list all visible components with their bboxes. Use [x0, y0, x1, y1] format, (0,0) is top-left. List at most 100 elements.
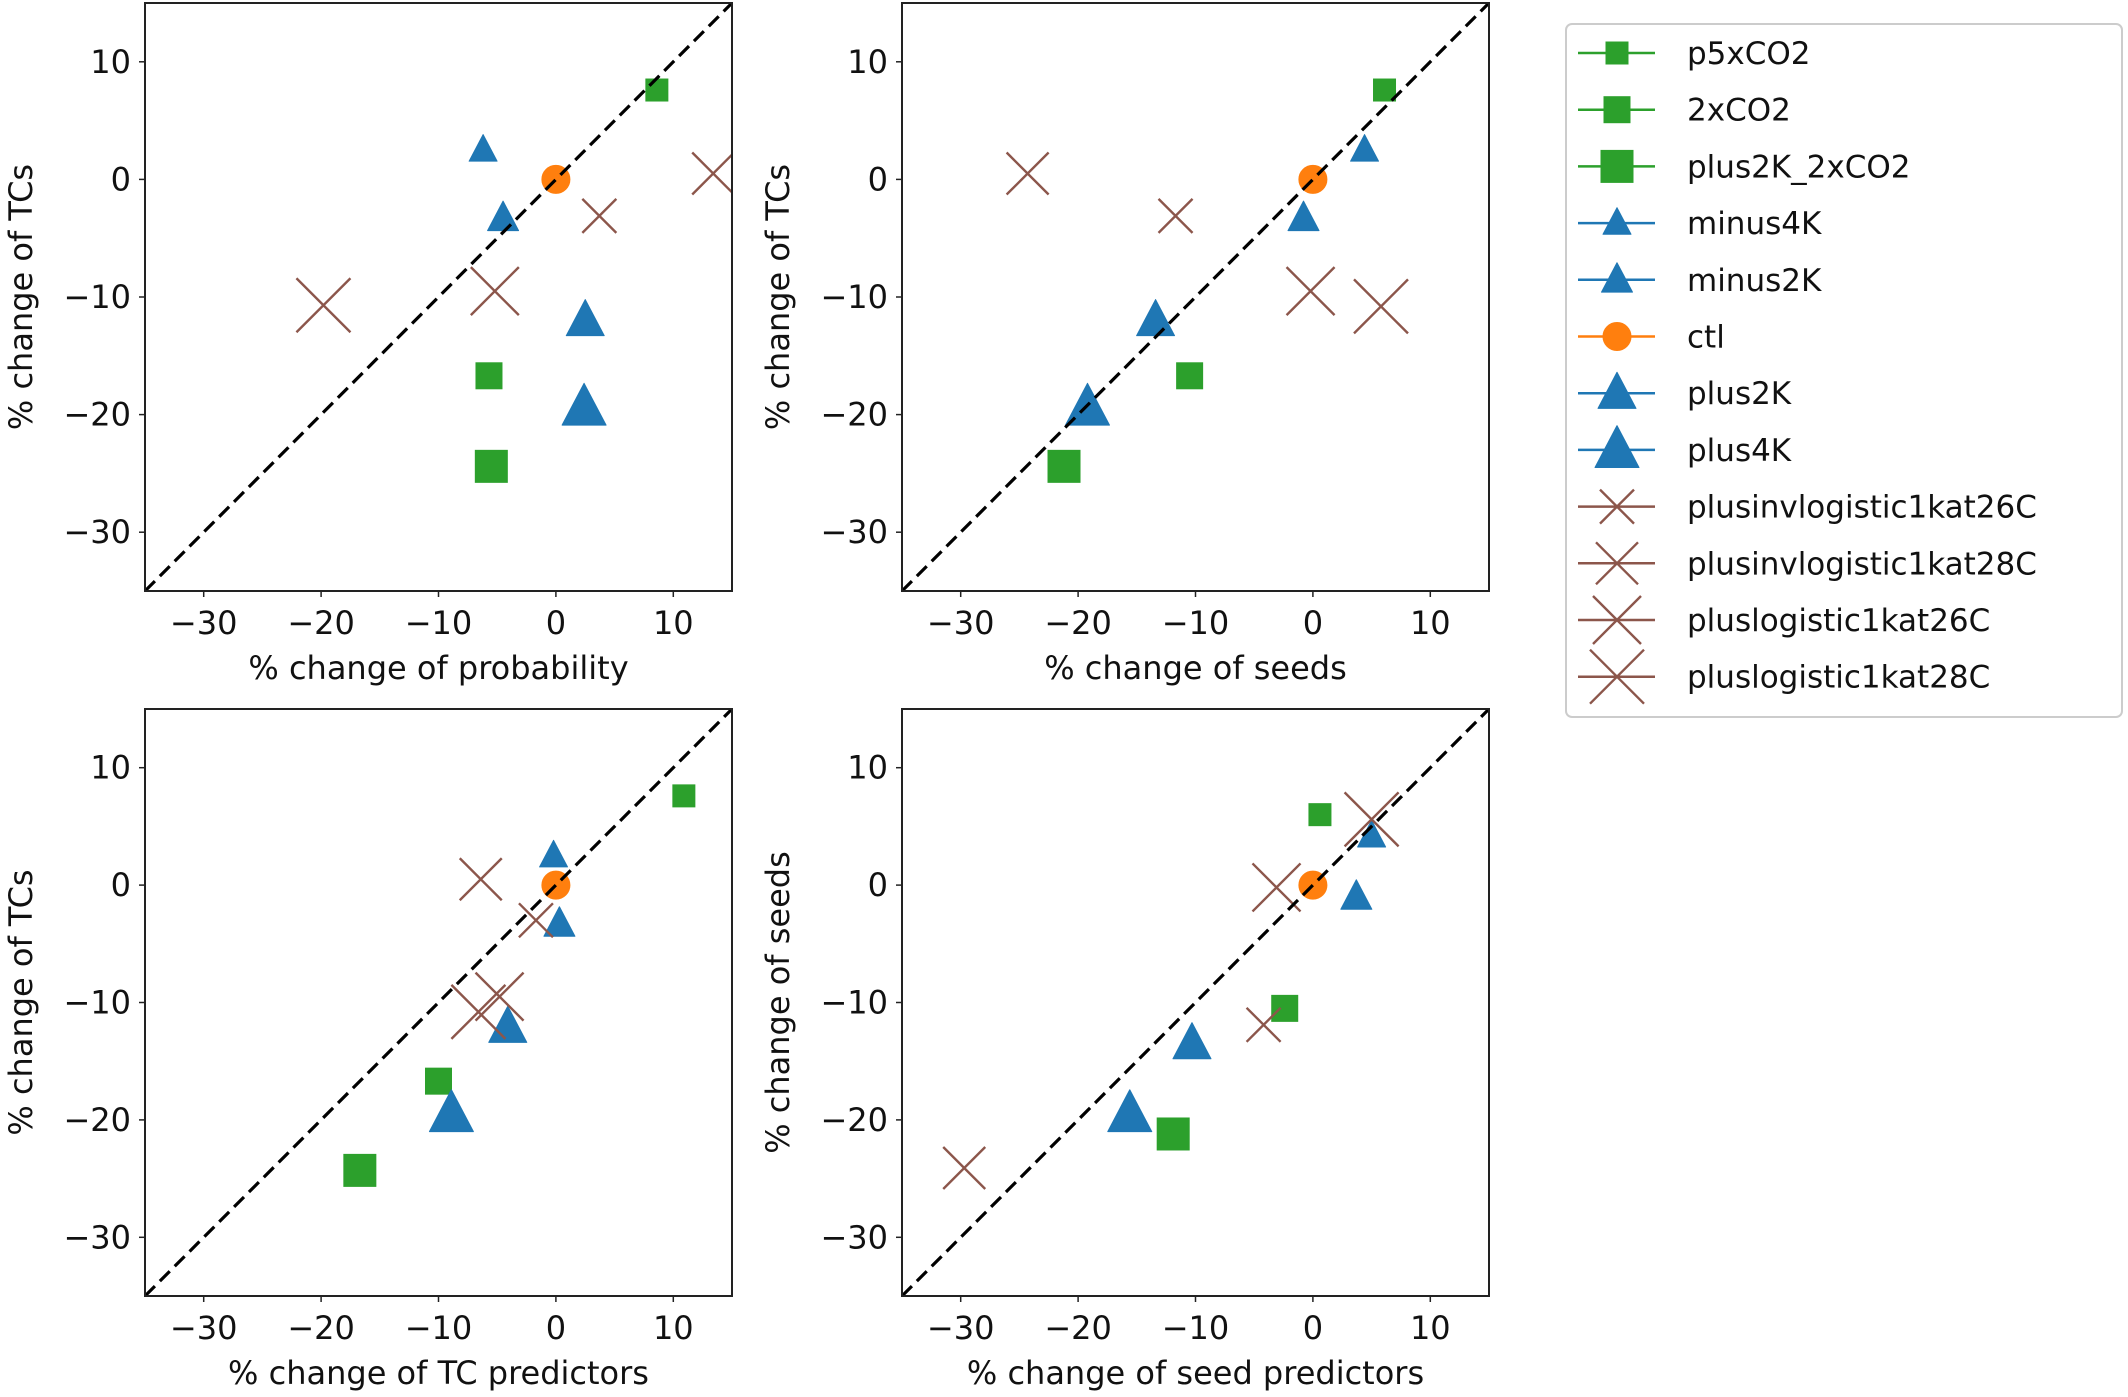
panel-bottom-left: −30 −20 −10 0 10 10 0 −10 −20 −30 % change of TC p… — [2, 708, 733, 1392]
x-tick-label: −20 — [287, 604, 355, 642]
legend-label: plus2K — [1687, 376, 1792, 412]
x-tick-label: −10 — [405, 604, 473, 642]
y-axis-label: % change of TCs — [759, 164, 797, 430]
y-tick-label: −30 — [820, 1218, 888, 1256]
legend-marker — [1603, 96, 1631, 124]
point-minus2K — [543, 906, 576, 937]
legend-label: ctl — [1687, 320, 1725, 356]
legend-item: pluslogistic1kat26C — [1578, 595, 1990, 645]
point-pluslogistic1kat26C — [1285, 266, 1336, 316]
x-tick-label: −20 — [1044, 604, 1112, 642]
point-pluslogistic1kat28C — [450, 984, 507, 1040]
legend-marker — [1592, 595, 1642, 645]
point-minus2K — [1287, 200, 1320, 232]
point-2xCO2 — [1176, 362, 1204, 390]
legend-item: minus2K — [1578, 262, 1822, 299]
axes-frame — [901, 2, 1490, 592]
legend-item: plusinvlogistic1kat26C — [1578, 488, 2037, 526]
y-tick-label: 0 — [868, 160, 888, 198]
point-plusinvlogistic1kat28C — [942, 1146, 987, 1190]
legend-item: minus4K — [1578, 206, 1822, 242]
legend-marker — [1601, 262, 1633, 293]
y-tick-label: 10 — [90, 749, 131, 787]
point-plus4K — [428, 1089, 474, 1133]
y-tick-label: −30 — [63, 1218, 131, 1256]
point-plusinvlogistic1kat28C — [691, 151, 732, 196]
x-axis-label: % change of TC predictors — [228, 1354, 649, 1392]
axes-frame — [144, 708, 733, 1297]
x-tick-label: −20 — [1044, 1309, 1112, 1347]
panel-top-left: −30 −20 −10 0 10 10 0 −10 −20 −30 % change of prob… — [2, 2, 733, 687]
point-2xCO2 — [1271, 994, 1299, 1022]
point-minus4K — [1350, 134, 1380, 162]
point-minus4K — [539, 839, 569, 868]
y-tick-label: −10 — [63, 278, 131, 316]
y-tick-label: 10 — [847, 43, 888, 81]
point-plus2K_2xCO2 — [1156, 1117, 1190, 1151]
x-tick-label: −10 — [1162, 1309, 1230, 1347]
x-tick-label: 10 — [1410, 1309, 1451, 1347]
x-tick-label: 0 — [1303, 604, 1323, 642]
legend-frame — [1565, 23, 2123, 718]
legend-marker — [1595, 541, 1639, 586]
x-tick-label: −30 — [927, 604, 995, 642]
point-minus4K — [468, 134, 498, 162]
y-tick-label: −10 — [820, 278, 888, 316]
legend-label: plusinvlogistic1kat26C — [1687, 490, 2037, 526]
point-plus4K — [1107, 1089, 1153, 1133]
point-2xCO2 — [425, 1067, 452, 1095]
x-tick-label: 10 — [1410, 604, 1451, 642]
axes-frame — [901, 708, 1490, 1297]
legend-item: plus4K — [1578, 425, 1792, 469]
legend-marker — [1589, 648, 1645, 705]
x-axis-label: % change of seeds — [1044, 649, 1347, 687]
point-pluslogistic1kat28C — [1343, 791, 1400, 848]
x-tick-label: 0 — [1303, 1309, 1323, 1347]
point-plus2K_2xCO2 — [343, 1153, 377, 1187]
y-tick-label: −30 — [820, 513, 888, 551]
point-p5xCO2 — [645, 78, 669, 102]
point-plus2K — [565, 299, 605, 337]
y-tick-label: −20 — [820, 1101, 888, 1139]
markers — [942, 791, 1400, 1190]
one-to-one-line — [902, 709, 1489, 1296]
panel-top-right: −30 −20 −10 0 10 10 0 −10 −20 −30 % change of seed… — [759, 2, 1490, 687]
markers — [295, 78, 732, 483]
y-axis-label: % change of TCs — [2, 869, 40, 1135]
y-tick-label: 0 — [111, 866, 131, 904]
x-tick-label: 10 — [653, 1309, 694, 1347]
legend-label: p5xCO2 — [1687, 36, 1811, 72]
point-pluslogistic1kat28C — [295, 277, 352, 334]
legend: p5xCO2 2xCO2 plus2K_2xCO2 minus4K minus2K ctl… — [1565, 23, 2123, 718]
legend-item: plusinvlogistic1kat28C — [1578, 541, 2037, 586]
point-pluslogistic1kat28C — [1353, 278, 1409, 335]
one-to-one-line — [902, 3, 1489, 591]
point-minus2K — [487, 200, 520, 232]
legend-marker — [1605, 41, 1629, 65]
x-tick-label: −30 — [170, 1309, 238, 1347]
x-tick-label: 10 — [653, 604, 694, 642]
panel-bottom-right: −30 −20 −10 0 10 10 0 −10 −20 −30 % change of seed… — [759, 708, 1490, 1392]
point-plusinvlogistic1kat26C — [1157, 198, 1194, 234]
point-p5xCO2 — [1373, 78, 1397, 102]
point-pluslogistic1kat26C — [474, 971, 525, 1022]
legend-item: plus2K — [1578, 371, 1792, 412]
point-plusinvlogistic1kat28C — [458, 857, 503, 902]
point-plusinvlogistic1kat26C — [581, 198, 618, 234]
legend-marker — [1597, 371, 1637, 409]
point-plus2K — [1136, 299, 1176, 337]
y-tick-label: −20 — [820, 396, 888, 434]
x-tick-label: 0 — [546, 604, 566, 642]
point-plus2K_2xCO2 — [474, 449, 508, 483]
point-plus4K — [561, 382, 607, 426]
legend-marker — [1602, 322, 1632, 351]
x-tick-label: −30 — [170, 604, 238, 642]
x-axis-label: % change of probability — [248, 649, 628, 687]
y-tick-label: 0 — [111, 160, 131, 198]
legend-label: minus4K — [1687, 206, 1822, 242]
x-tick-label: −20 — [287, 1309, 355, 1347]
legend-label: plusinvlogistic1kat28C — [1687, 546, 2037, 582]
x-axis-label: % change of seed predictors — [967, 1354, 1424, 1392]
legend-label: plus2K_2xCO2 — [1687, 149, 1910, 185]
